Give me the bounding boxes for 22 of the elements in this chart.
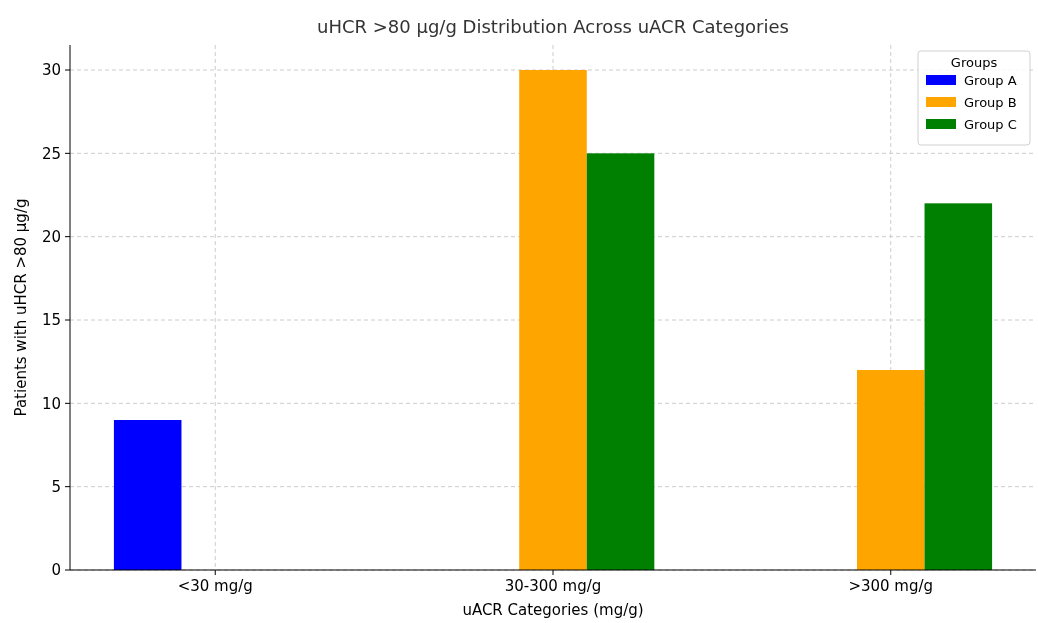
y-tick-label: 20 (41, 227, 61, 246)
x-tick-label: >300 mg/g (848, 577, 934, 595)
bar (519, 70, 587, 570)
chart-title: uHCR >80 µg/g Distribution Across uACR Categories (317, 16, 789, 37)
legend-label: Group B (964, 94, 1017, 110)
x-tick-label: 30-300 mg/g (504, 577, 602, 595)
bar (113, 420, 182, 570)
bar (586, 153, 655, 570)
x-axis-title: uACR Categories (mg/g) (462, 601, 644, 619)
y-axis-title: Patients with uHCR >80 µg/g (12, 198, 30, 417)
y-tick-label: 25 (41, 144, 61, 163)
y-tick-label: 15 (41, 311, 61, 330)
y-tick-label: 5 (51, 477, 61, 496)
y-tick-label: 30 (41, 61, 61, 80)
legend-label: Group A (964, 72, 1017, 88)
legend-label: Group C (964, 116, 1017, 132)
bar (856, 370, 925, 570)
legend-title: Groups (950, 55, 998, 70)
x-tick-label: <30 mg/g (177, 577, 253, 595)
bar (924, 203, 993, 570)
y-tick-label: 10 (41, 394, 61, 413)
y-tick-label: 0 (51, 561, 61, 580)
